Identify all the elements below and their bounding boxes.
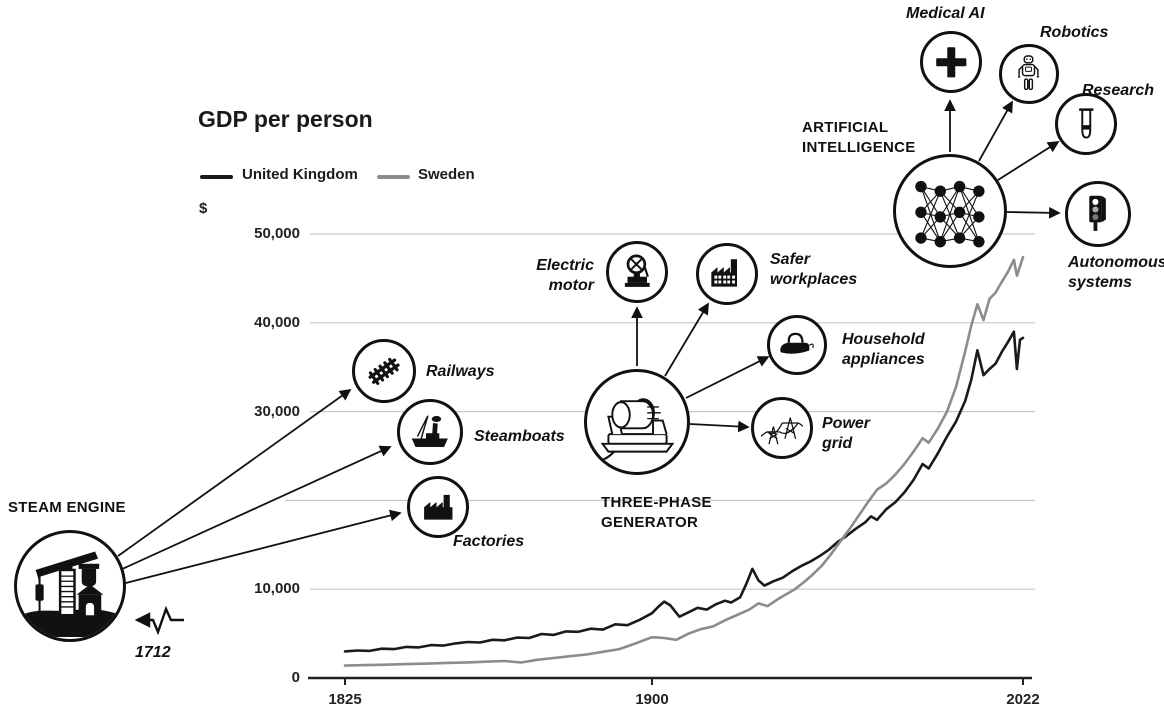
steam-engine-title: STEAM ENGINE (8, 499, 126, 516)
y-tick-40000: 40,000 (254, 314, 300, 331)
research-label: Research (1082, 82, 1155, 99)
nn-node (934, 185, 946, 197)
arrow-generator-to-household-appliances (685, 356, 770, 399)
nn-link (920, 190, 941, 238)
household-appliances-circle (767, 315, 827, 375)
arrow-generator-to-power-grid (689, 420, 750, 433)
x-tick-1825: 1825 (328, 691, 362, 708)
steam-engine-year-label: 1712 (135, 644, 171, 661)
nn-node (953, 231, 965, 244)
arrow-generator-to-safer-workplaces (664, 302, 709, 377)
medical-cross-icon (935, 46, 967, 78)
arrow-ai-to-autonomous (1006, 206, 1061, 219)
three-phase-generator-circle (584, 369, 690, 475)
x-tick-1900: 1900 (635, 691, 669, 708)
railways-circle (352, 339, 416, 403)
test-tube-icon (1078, 108, 1094, 139)
medical-ai-circle (920, 31, 982, 93)
y-tick-50000: 50,000 (254, 225, 300, 242)
robotics-label: Robotics (1040, 24, 1109, 41)
nn-node (914, 231, 927, 244)
legend-swatch-sweden (377, 175, 410, 179)
legend-label-united-kingdom: United Kingdom (242, 166, 358, 183)
clothes-iron-icon (780, 333, 815, 355)
y-tick-0: 0 (291, 669, 300, 686)
power-grid-circle (751, 397, 813, 459)
page-title: GDP per person (198, 106, 373, 132)
factory-icon (423, 494, 453, 520)
traffic-light-icon (1089, 195, 1107, 232)
nn-node (972, 210, 985, 223)
medical-ai-label: Medical AI (906, 5, 985, 22)
legend-swatch-united-kingdom (200, 175, 233, 179)
railways-label: Railways (426, 363, 495, 380)
autonomous-systems-label: Autonomous systems (1068, 254, 1164, 291)
electric-motor-label: Electric motor (536, 257, 594, 294)
robot-icon (1018, 55, 1040, 91)
y-tick-30000: 30,000 (254, 403, 300, 420)
artificial-intelligence-circle (893, 154, 1007, 268)
steamboats-circle (397, 399, 463, 465)
autonomous-systems-circle (1065, 181, 1131, 247)
x-axis (308, 676, 1032, 685)
nn-node (934, 235, 946, 248)
research-circle (1055, 93, 1117, 155)
nn-node (953, 180, 965, 192)
safer-workplaces-label: Safer workplaces (770, 251, 858, 288)
y-axis-unit-label: $ (199, 200, 208, 217)
nn-node (953, 206, 965, 218)
data-series-lines (343, 255, 1025, 667)
electric-motor-circle (606, 241, 668, 303)
arrow-steam-to-factories (121, 509, 402, 585)
x-tick-2022: 2022 (1006, 691, 1040, 708)
power-grid-label: Power grid (822, 415, 871, 452)
robotics-circle (999, 44, 1059, 104)
nn-node (914, 180, 927, 192)
legend-label-sweden: Sweden (418, 166, 475, 183)
generator-icon (597, 397, 674, 462)
arrow-ai-to-robotics (978, 100, 1013, 162)
electric-motor-icon (624, 254, 650, 287)
factories-label: Factories (453, 533, 525, 550)
railways-icon (368, 357, 400, 385)
power-lines-icon (760, 417, 804, 445)
steamboat-icon (411, 415, 449, 448)
nn-link (939, 211, 960, 242)
steam-engine-circle (14, 530, 126, 642)
safe-factory-icon (711, 258, 737, 287)
three-phase-generator-title: THREE-PHASE GENERATOR (601, 494, 712, 531)
nn-link (958, 190, 979, 238)
factories-circle (407, 476, 469, 538)
nn-link (939, 186, 960, 242)
steamboats-label: Steamboats (474, 428, 565, 445)
safer-workplaces-circle (696, 243, 758, 305)
timeline-break-arrow-icon (134, 605, 184, 636)
neural-network-icon (914, 180, 985, 248)
nn-node (934, 210, 946, 223)
household-appliances-label: Household appliances (842, 331, 925, 368)
nn-node (914, 206, 927, 218)
artificial-intelligence-title: ARTIFICIAL INTELLIGENCE (802, 119, 916, 156)
nn-link (939, 185, 960, 217)
y-tick-10000: 10,000 (254, 580, 300, 597)
steam-engine-icon (18, 551, 122, 638)
line-series-sweden (343, 255, 1025, 667)
nn-node (972, 185, 985, 197)
arrow-ai-to-research (997, 141, 1060, 181)
nn-node (972, 235, 985, 248)
